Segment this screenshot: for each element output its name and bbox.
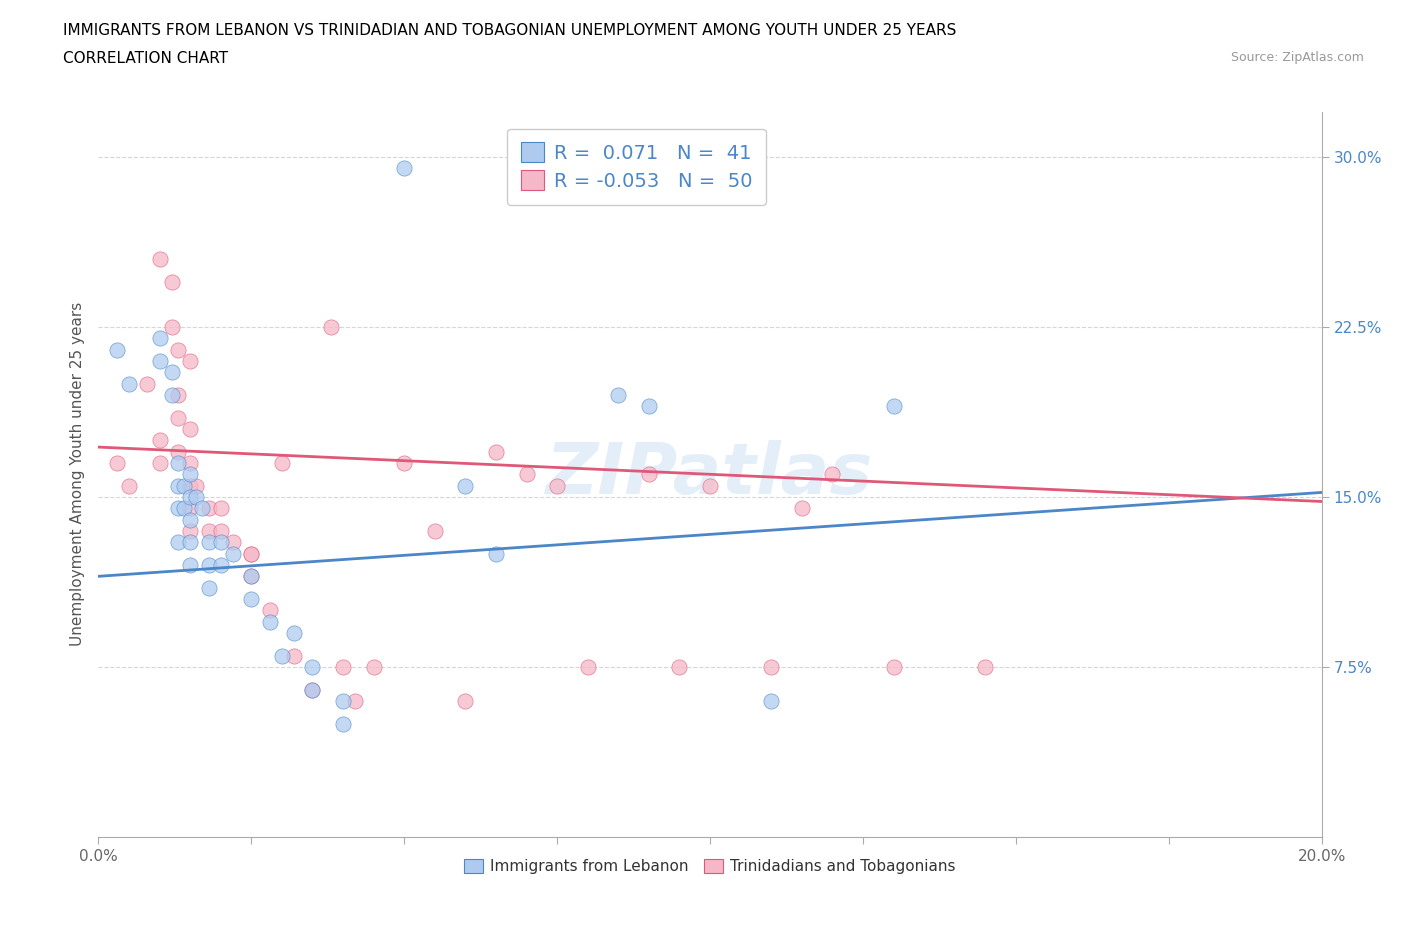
Point	[270, 456, 292, 471]
Point	[319, 320, 342, 335]
Text: CORRELATION CHART: CORRELATION CHART	[63, 51, 228, 66]
Point	[160, 365, 183, 379]
Point	[699, 478, 721, 493]
Point	[637, 467, 661, 482]
Point	[821, 467, 844, 482]
Point	[283, 626, 305, 641]
Point	[179, 489, 201, 504]
Point	[149, 432, 172, 447]
Point	[197, 558, 219, 573]
Text: Source: ZipAtlas.com: Source: ZipAtlas.com	[1230, 51, 1364, 64]
Point	[301, 683, 323, 698]
Point	[179, 456, 201, 471]
Point	[197, 580, 219, 595]
Point	[485, 445, 508, 459]
Point	[423, 524, 446, 538]
Point	[485, 546, 508, 561]
Point	[197, 524, 219, 538]
Point	[179, 478, 201, 493]
Point	[270, 648, 292, 663]
Point	[332, 716, 354, 731]
Point	[576, 659, 599, 674]
Point	[179, 512, 201, 527]
Point	[240, 546, 263, 561]
Point	[209, 524, 232, 538]
Point	[209, 535, 232, 550]
Legend: Immigrants from Lebanon, Trinidadians and Tobagonians: Immigrants from Lebanon, Trinidadians an…	[458, 853, 962, 880]
Point	[149, 456, 172, 471]
Point	[167, 478, 190, 493]
Point	[222, 535, 245, 550]
Point	[883, 399, 905, 414]
Point	[668, 659, 690, 674]
Point	[392, 456, 416, 471]
Text: IMMIGRANTS FROM LEBANON VS TRINIDADIAN AND TOBAGONIAN UNEMPLOYMENT AMONG YOUTH U: IMMIGRANTS FROM LEBANON VS TRINIDADIAN A…	[63, 23, 956, 38]
Text: ZIPatlas: ZIPatlas	[547, 440, 873, 509]
Point	[179, 353, 201, 368]
Point	[209, 558, 232, 573]
Point	[167, 501, 190, 516]
Point	[197, 535, 219, 550]
Point	[167, 388, 190, 403]
Point	[222, 546, 245, 561]
Point	[167, 535, 190, 550]
Point	[167, 456, 190, 471]
Point	[186, 478, 208, 493]
Point	[160, 388, 183, 403]
Point	[974, 659, 997, 674]
Point	[160, 320, 183, 335]
Point	[197, 501, 219, 516]
Point	[240, 591, 263, 606]
Point	[179, 558, 201, 573]
Point	[637, 399, 661, 414]
Point	[167, 445, 190, 459]
Point	[149, 353, 172, 368]
Point	[118, 478, 141, 493]
Point	[454, 694, 477, 709]
Point	[344, 694, 367, 709]
Point	[173, 501, 195, 516]
Point	[179, 535, 201, 550]
Point	[105, 342, 128, 357]
Point	[301, 683, 323, 698]
Point	[259, 603, 281, 618]
Point	[607, 388, 630, 403]
Point	[149, 331, 172, 346]
Point	[167, 410, 190, 425]
Point	[209, 501, 232, 516]
Point	[173, 478, 195, 493]
Point	[759, 694, 782, 709]
Y-axis label: Unemployment Among Youth under 25 years: Unemployment Among Youth under 25 years	[69, 302, 84, 646]
Point	[179, 421, 201, 436]
Point	[240, 569, 263, 584]
Point	[363, 659, 385, 674]
Point	[186, 489, 208, 504]
Point	[179, 501, 201, 516]
Point	[392, 161, 416, 176]
Point	[179, 524, 201, 538]
Point	[105, 456, 128, 471]
Point	[167, 342, 190, 357]
Point	[160, 274, 183, 289]
Point	[883, 659, 905, 674]
Point	[118, 376, 141, 391]
Point	[179, 467, 201, 482]
Point	[136, 376, 159, 391]
Point	[240, 569, 263, 584]
Point	[454, 478, 477, 493]
Point	[332, 694, 354, 709]
Point	[191, 501, 214, 516]
Point	[149, 251, 172, 266]
Point	[790, 501, 813, 516]
Point	[301, 659, 323, 674]
Point	[240, 546, 263, 561]
Point	[546, 478, 568, 493]
Point	[259, 614, 281, 629]
Point	[759, 659, 782, 674]
Point	[332, 659, 354, 674]
Point	[283, 648, 305, 663]
Point	[516, 467, 538, 482]
